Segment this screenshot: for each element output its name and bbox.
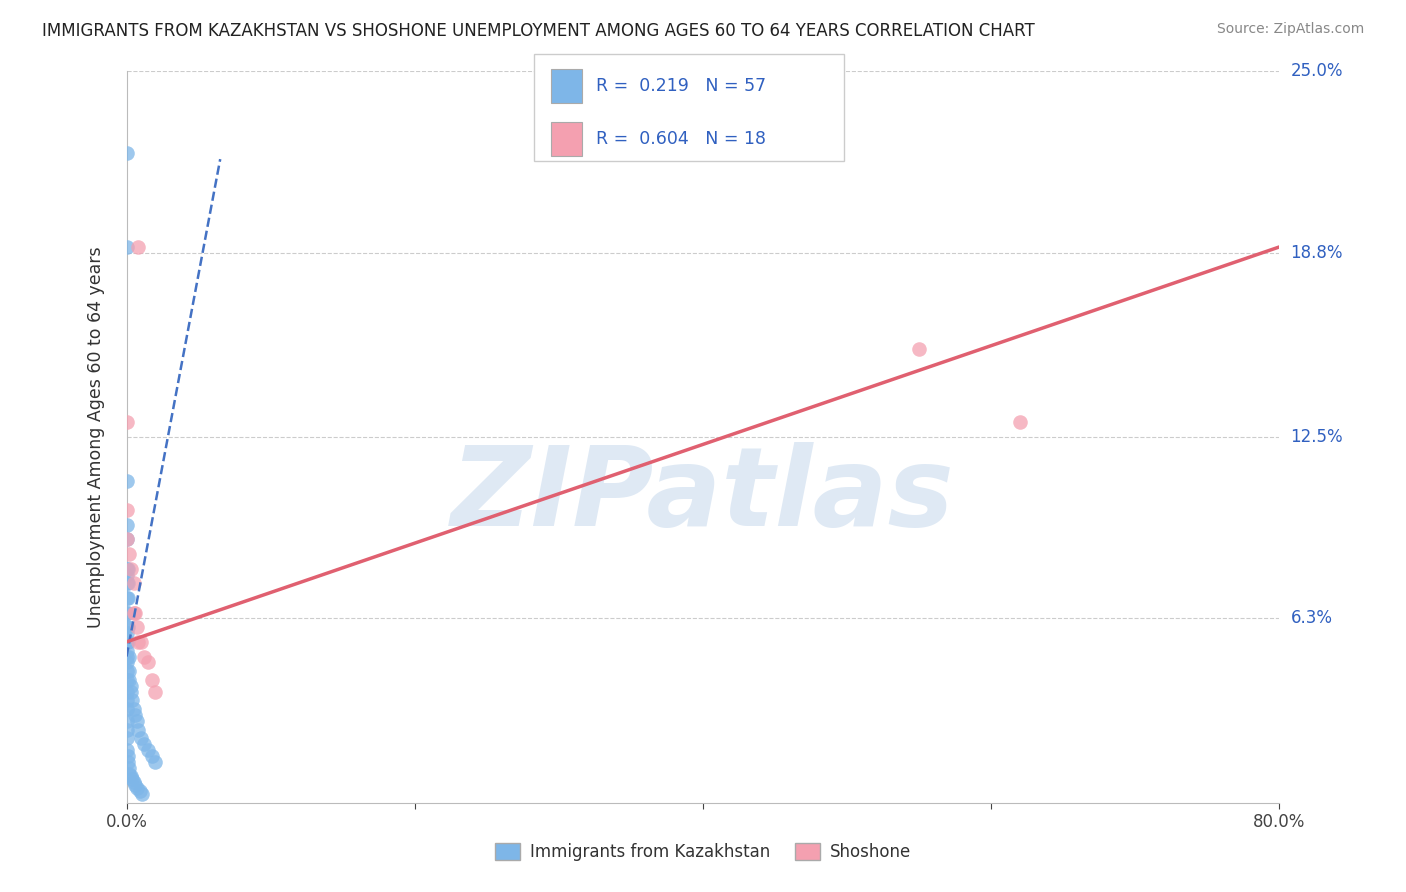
- Point: [141, 749, 163, 764]
- Text: R =  0.604   N = 18: R = 0.604 N = 18: [596, 130, 766, 148]
- Point: [125, 714, 148, 728]
- Point: [121, 772, 143, 787]
- Point: [115, 517, 138, 532]
- Point: [120, 684, 142, 698]
- Point: [115, 656, 138, 670]
- Point: [141, 673, 163, 687]
- Point: [115, 649, 138, 664]
- Point: [115, 620, 138, 634]
- Point: [115, 533, 138, 547]
- Point: [115, 743, 138, 757]
- Point: [132, 649, 155, 664]
- Point: [145, 755, 166, 769]
- Point: [120, 769, 142, 783]
- Point: [117, 606, 139, 620]
- Point: [117, 635, 139, 649]
- Text: 6.3%: 6.3%: [1291, 609, 1333, 627]
- Point: [115, 626, 138, 640]
- Point: [115, 533, 138, 547]
- Point: [117, 591, 139, 605]
- Point: [124, 606, 146, 620]
- Point: [122, 775, 145, 789]
- Point: [124, 708, 146, 723]
- Point: [118, 649, 141, 664]
- Text: IMMIGRANTS FROM KAZAKHSTAN VS SHOSHONE UNEMPLOYMENT AMONG AGES 60 TO 64 YEARS CO: IMMIGRANTS FROM KAZAKHSTAN VS SHOSHONE U…: [42, 22, 1035, 40]
- Point: [136, 743, 159, 757]
- Point: [115, 240, 138, 254]
- Point: [120, 562, 142, 576]
- Point: [115, 714, 138, 728]
- Point: [118, 673, 141, 687]
- Point: [115, 684, 138, 698]
- Legend: Immigrants from Kazakhstan, Shoshone: Immigrants from Kazakhstan, Shoshone: [488, 836, 918, 868]
- Point: [115, 416, 138, 430]
- Point: [115, 576, 138, 591]
- Text: ZIPatlas: ZIPatlas: [451, 442, 955, 549]
- Point: [122, 606, 145, 620]
- Point: [1010, 416, 1032, 430]
- Text: 18.8%: 18.8%: [1291, 244, 1343, 261]
- Point: [125, 620, 148, 634]
- Point: [136, 656, 159, 670]
- Point: [117, 749, 139, 764]
- Point: [129, 635, 152, 649]
- Text: 12.5%: 12.5%: [1291, 428, 1343, 446]
- Point: [115, 702, 138, 716]
- Point: [115, 643, 138, 657]
- Point: [120, 679, 142, 693]
- Point: [115, 562, 138, 576]
- Point: [127, 635, 149, 649]
- Point: [115, 146, 138, 161]
- Point: [117, 562, 139, 576]
- Point: [145, 684, 166, 698]
- Point: [908, 343, 931, 357]
- Point: [117, 576, 139, 591]
- Text: 25.0%: 25.0%: [1291, 62, 1343, 80]
- Text: Source: ZipAtlas.com: Source: ZipAtlas.com: [1216, 22, 1364, 37]
- Point: [115, 723, 138, 737]
- Point: [118, 547, 141, 561]
- Point: [115, 606, 138, 620]
- Point: [127, 240, 149, 254]
- Point: [125, 781, 148, 796]
- Point: [115, 731, 138, 746]
- Point: [118, 664, 141, 678]
- Point: [115, 591, 138, 605]
- Point: [128, 784, 150, 798]
- Point: [129, 731, 152, 746]
- Point: [115, 567, 138, 582]
- Point: [121, 693, 143, 707]
- Point: [122, 702, 145, 716]
- Point: [127, 723, 149, 737]
- Point: [115, 664, 138, 678]
- Point: [115, 673, 138, 687]
- Point: [132, 737, 155, 751]
- Point: [118, 761, 141, 775]
- Point: [124, 778, 146, 792]
- Point: [115, 474, 138, 488]
- Point: [117, 755, 139, 769]
- Point: [118, 766, 141, 780]
- Point: [122, 576, 145, 591]
- Point: [115, 503, 138, 517]
- Point: [117, 620, 139, 634]
- Point: [115, 635, 138, 649]
- Text: R =  0.219   N = 57: R = 0.219 N = 57: [596, 77, 766, 95]
- Point: [115, 693, 138, 707]
- Point: [131, 787, 153, 801]
- Y-axis label: Unemployment Among Ages 60 to 64 years: Unemployment Among Ages 60 to 64 years: [87, 246, 105, 628]
